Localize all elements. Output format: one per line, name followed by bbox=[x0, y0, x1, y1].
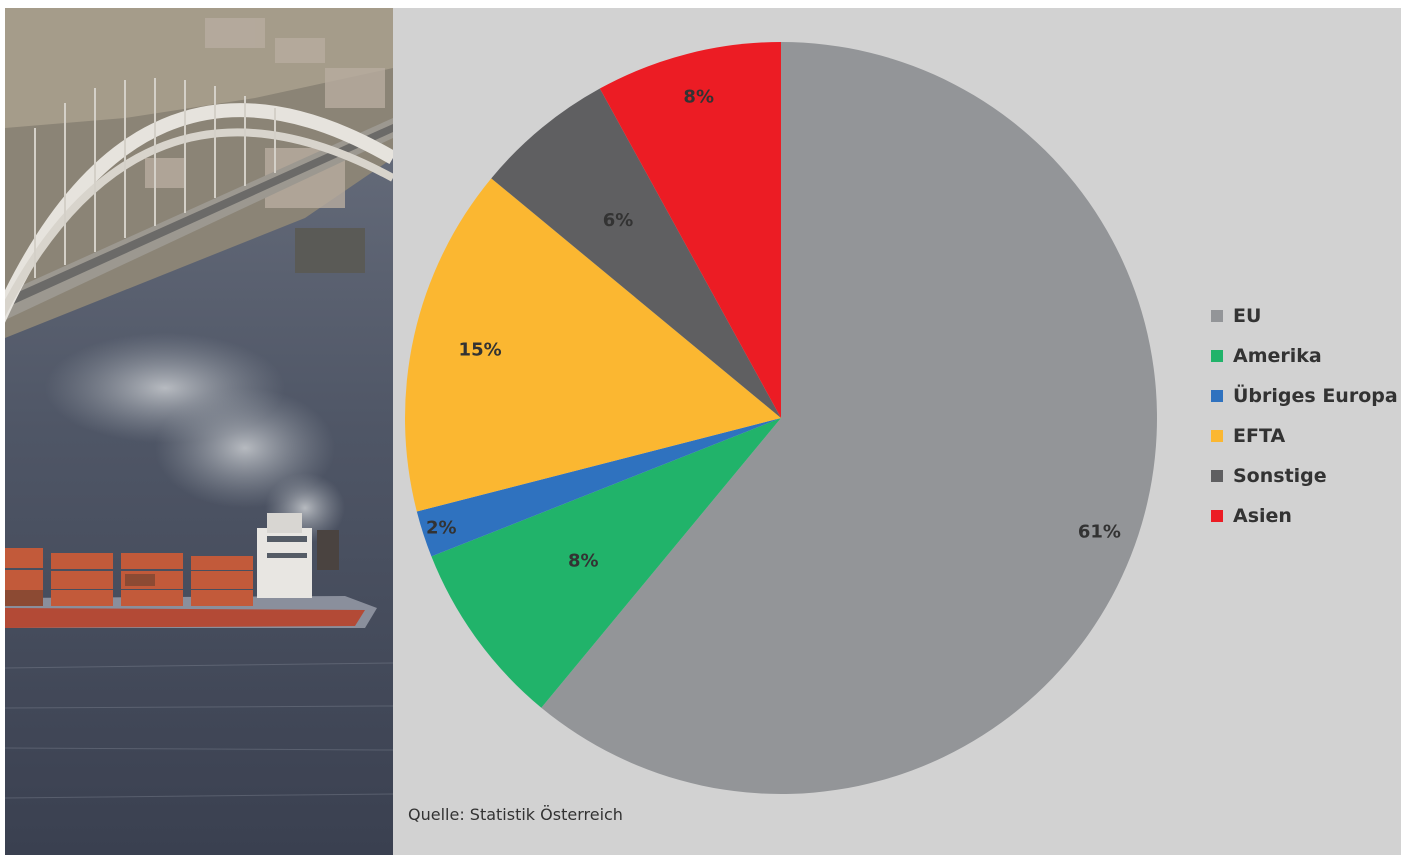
source-note: Quelle: Statistik Österreich bbox=[408, 805, 623, 824]
legend-swatch bbox=[1211, 470, 1223, 482]
legend-item: Übriges Europa bbox=[1211, 376, 1398, 416]
chart-panel: 61% 8% 2% 15% 6% 8% EU Amerika Übriges Europa EF… bbox=[393, 8, 1401, 855]
slice-label: 6% bbox=[603, 210, 634, 231]
legend-label: EU bbox=[1233, 305, 1262, 327]
pie-chart: 61% 8% 2% 15% 6% 8% bbox=[405, 41, 1157, 794]
legend-label: Asien bbox=[1233, 505, 1292, 527]
slice-label: 15% bbox=[459, 340, 502, 361]
slice-label: 8% bbox=[568, 551, 599, 572]
legend-swatch bbox=[1211, 310, 1223, 322]
pie-slice-sonstige bbox=[491, 88, 781, 418]
legend-swatch bbox=[1211, 510, 1223, 522]
legend-label: Amerika bbox=[1233, 345, 1322, 367]
legend-label: EFTA bbox=[1233, 425, 1286, 447]
slice-label: 2% bbox=[426, 517, 457, 538]
legend-label: Übriges Europa bbox=[1233, 385, 1398, 407]
legend-item: Amerika bbox=[1211, 336, 1398, 376]
legend-swatch bbox=[1211, 350, 1223, 362]
legend-item: Sonstige bbox=[1211, 456, 1398, 496]
pie-slice-asien bbox=[599, 41, 781, 418]
chart-legend: EU Amerika Übriges Europa EFTA Sonstige Asien bbox=[1211, 296, 1398, 536]
legend-swatch bbox=[1211, 390, 1223, 402]
pie-slice-efta bbox=[405, 178, 781, 512]
legend-item: Asien bbox=[1211, 496, 1398, 536]
pie-slice-eu bbox=[541, 42, 1157, 794]
legend-item: EU bbox=[1211, 296, 1398, 336]
legend-swatch bbox=[1211, 430, 1223, 442]
legend-label: Sonstige bbox=[1233, 465, 1327, 487]
slice-label: 8% bbox=[683, 87, 714, 108]
pie-slice--briges-europa bbox=[416, 418, 781, 557]
slice-label: 61% bbox=[1078, 522, 1121, 543]
pie-slice-amerika bbox=[431, 418, 781, 708]
legend-item: EFTA bbox=[1211, 416, 1398, 456]
photo-container-ship-bridge bbox=[5, 8, 393, 855]
